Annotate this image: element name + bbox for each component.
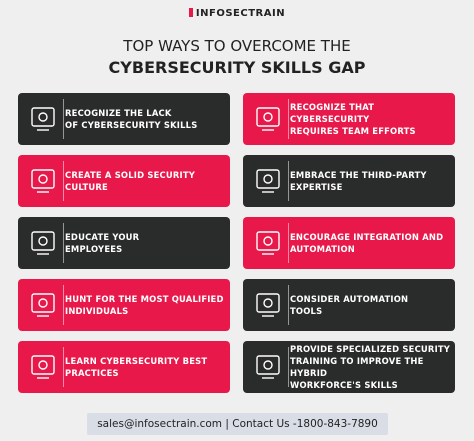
- tip-text: ENCOURAGE INTEGRATION AND AUTOMATION: [290, 217, 451, 269]
- tip-line: PROVIDE SPECIALIZED SECURITY: [290, 344, 451, 354]
- logo: INFOSECTRAIN: [0, 8, 474, 19]
- tip-line: CONSIDER AUTOMATION: [290, 294, 409, 304]
- title: TOP WAYS TO OVERCOME THE: [123, 37, 351, 55]
- tip-line: TRAINING TO IMPROVE THE HYBRID: [290, 356, 424, 378]
- tip-line: WORKFORCE'S SKILLS: [290, 380, 398, 390]
- tip-card: CONSIDER AUTOMATION TOOLS: [243, 279, 455, 331]
- title: CYBERSECURITY SKILLS GAP: [108, 58, 366, 77]
- tip-text: PROVIDE SPECIALIZED SECURITY TRAINING TO …: [290, 341, 451, 393]
- icon: [23, 347, 64, 387]
- footer: sales@infosectrain.com | Contact Us -180…: [87, 413, 388, 435]
- tip-text: CONSIDER AUTOMATION TOOLS: [290, 279, 451, 331]
- tip-line: REQUIRES TEAM EFFORTS: [290, 126, 416, 136]
- tip-card: EDUCATE YOUR EMPLOYEES: [18, 217, 230, 269]
- tip-card: RECOGNIZE THE LACK OF CYBERSECURITY SKILL…: [18, 93, 230, 145]
- icon: [23, 99, 64, 139]
- tip-card: PROVIDE SPECIALIZED SECURITY TRAINING TO …: [243, 341, 455, 393]
- tip-text: EMBRACE THE THIRD-PARTY EXPERTISE: [290, 155, 451, 207]
- icon: [23, 285, 64, 325]
- tip-line: TOOLS: [290, 306, 323, 316]
- tip-text: RECOGNIZE THE LACK OF CYBERSECURITY SKILL…: [65, 93, 226, 145]
- tip-line: EMPLOYEES: [65, 244, 123, 254]
- tip-line: EXPERTISE: [290, 182, 343, 192]
- tip-line: CULTURE: [65, 182, 108, 192]
- tip-text: HUNT FOR THE MOST QUALIFIED INDIVIDUALS: [65, 279, 226, 331]
- tip-text: CREATE A SOLID SECURITY CULTURE: [65, 155, 226, 207]
- icon: [23, 223, 64, 263]
- tip-line: EMBRACE THE THIRD-PARTY: [290, 170, 427, 180]
- tip-card: RECOGNIZE THAT CYBERSECURITY REQUIRES TEA…: [243, 93, 455, 145]
- icon: [248, 347, 289, 387]
- tip-card: CREATE A SOLID SECURITY CULTURE: [18, 155, 230, 207]
- tip-line: ENCOURAGE INTEGRATION AND: [290, 232, 444, 242]
- tip-card: EMBRACE THE THIRD-PARTY EXPERTISE: [243, 155, 455, 207]
- icon: [248, 99, 289, 139]
- icon: [248, 285, 289, 325]
- tip-line: CREATE A SOLID SECURITY: [65, 170, 196, 180]
- tip-line: OF CYBERSECURITY SKILLS: [65, 120, 198, 130]
- tip-line: RECOGNIZE THAT CYBERSECURITY: [290, 102, 375, 124]
- tip-line: PRACTICES: [65, 368, 119, 378]
- tip-text: LEARN CYBERSECURITY BEST PRACTICES: [65, 341, 226, 393]
- tip-line: EDUCATE YOUR: [65, 232, 140, 242]
- tip-line: AUTOMATION: [290, 244, 355, 254]
- tip-card: HUNT FOR THE MOST QUALIFIED INDIVIDUALS: [18, 279, 230, 331]
- icon: [248, 223, 289, 263]
- tip-card: LEARN CYBERSECURITY BEST PRACTICES: [18, 341, 230, 393]
- tip-line: LEARN CYBERSECURITY BEST: [65, 356, 208, 366]
- tip-line: HUNT FOR THE MOST QUALIFIED: [65, 294, 224, 304]
- tip-card: ENCOURAGE INTEGRATION AND AUTOMATION: [243, 217, 455, 269]
- icon: [23, 161, 64, 201]
- tip-line: INDIVIDUALS: [65, 306, 129, 316]
- tip-text: RECOGNIZE THAT CYBERSECURITY REQUIRES TEA…: [290, 93, 451, 145]
- tip-text: EDUCATE YOUR EMPLOYEES: [65, 217, 226, 269]
- icon: [248, 161, 289, 201]
- tip-line: RECOGNIZE THE LACK: [65, 108, 172, 118]
